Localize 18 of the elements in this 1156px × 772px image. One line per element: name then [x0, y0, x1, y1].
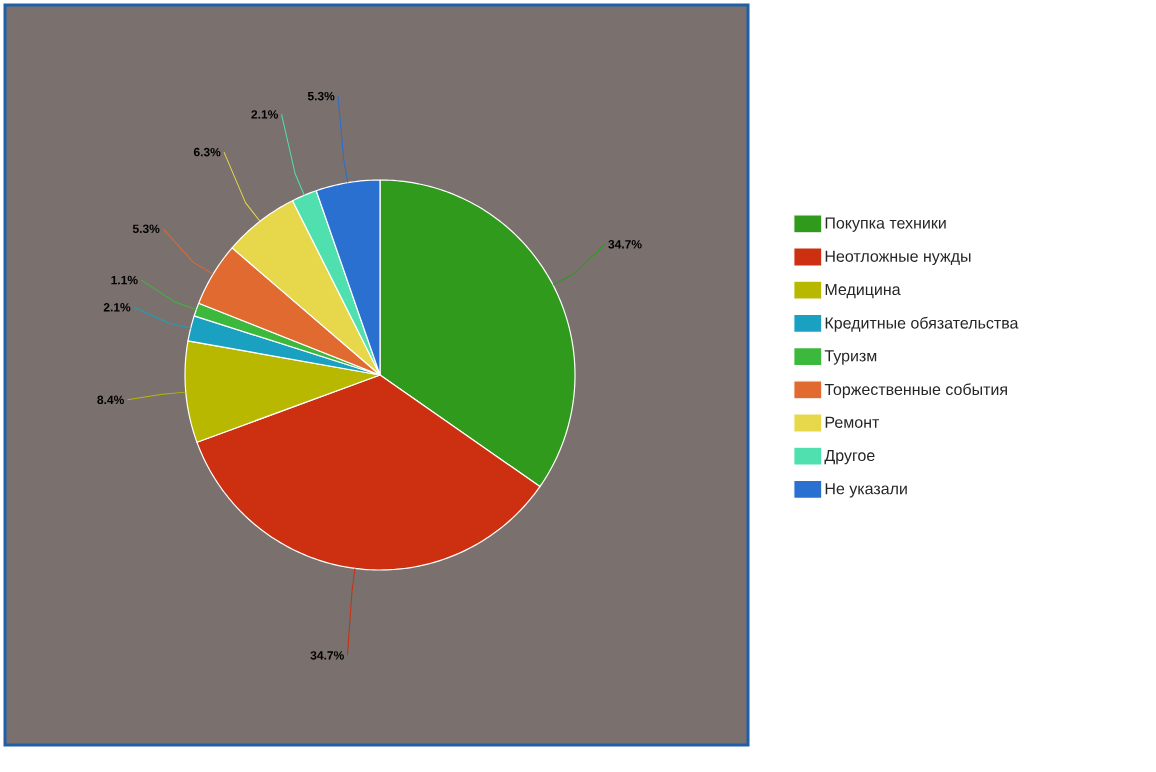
legend-label: Туризм: [824, 350, 877, 365]
data-label: 2.1%: [103, 303, 131, 312]
data-label: 2.1%: [251, 110, 279, 119]
legend-label: Не указали: [825, 483, 907, 498]
data-label: 5.3%: [307, 91, 335, 101]
legend-label: Ремонт: [825, 416, 880, 428]
data-label: 34.7%: [608, 240, 642, 249]
data-label: 5.3%: [132, 224, 160, 234]
data-label: 1.1%: [111, 275, 138, 285]
legend-label: Неотложные нужды: [825, 250, 971, 266]
legend-label: Другое: [824, 449, 875, 465]
legend-label: Кредитные обязательства: [825, 316, 1019, 332]
legend-label: Медицина: [825, 283, 901, 299]
data-label: 6.3%: [193, 147, 221, 157]
data-label: 34.7%: [310, 651, 344, 660]
legend-label: Покупка техники: [825, 217, 946, 232]
legend-label: Торжественные события: [824, 383, 1007, 399]
data-label: 8.4%: [97, 395, 124, 405]
